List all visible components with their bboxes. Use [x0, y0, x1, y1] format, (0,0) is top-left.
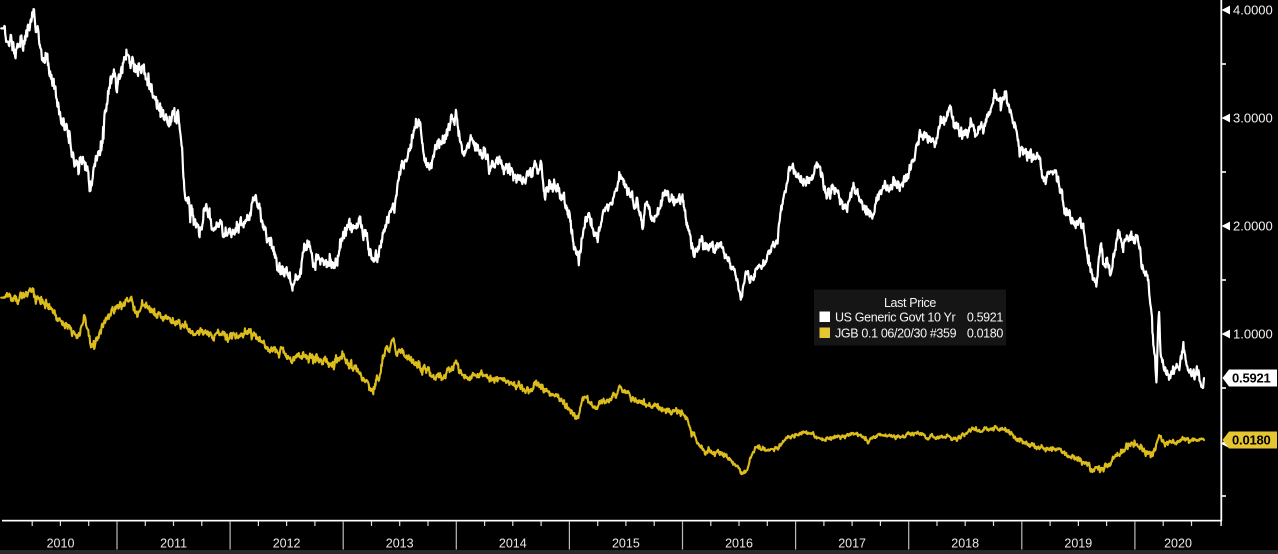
svg-text:1.0000: 1.0000: [1233, 326, 1273, 341]
svg-text:4.0000: 4.0000: [1233, 2, 1273, 17]
svg-text:2010: 2010: [47, 537, 75, 551]
svg-text:2019: 2019: [1064, 537, 1092, 551]
svg-text:Last Price: Last Price: [884, 296, 936, 310]
svg-text:2017: 2017: [838, 537, 866, 551]
svg-text:2018: 2018: [951, 537, 979, 551]
svg-text:US Generic Govt 10 Yr: US Generic Govt 10 Yr: [835, 311, 955, 325]
svg-text:0.0180: 0.0180: [1232, 433, 1271, 448]
svg-text:2011: 2011: [160, 537, 187, 551]
svg-text:2.0000: 2.0000: [1233, 218, 1273, 233]
svg-text:0.0180: 0.0180: [967, 327, 1004, 341]
svg-text:2014: 2014: [499, 537, 527, 551]
svg-text:2020: 2020: [1164, 537, 1192, 551]
svg-text:JGB 0.1 06/20/30 #359: JGB 0.1 06/20/30 #359: [835, 327, 957, 341]
svg-text:2013: 2013: [386, 537, 414, 551]
svg-text:0.5921: 0.5921: [967, 311, 1004, 325]
svg-text:0.5921: 0.5921: [1232, 371, 1271, 386]
svg-text:3.0000: 3.0000: [1233, 110, 1273, 125]
svg-text:2012: 2012: [273, 537, 301, 551]
svg-text:2015: 2015: [612, 537, 640, 551]
svg-text:2016: 2016: [725, 537, 753, 551]
